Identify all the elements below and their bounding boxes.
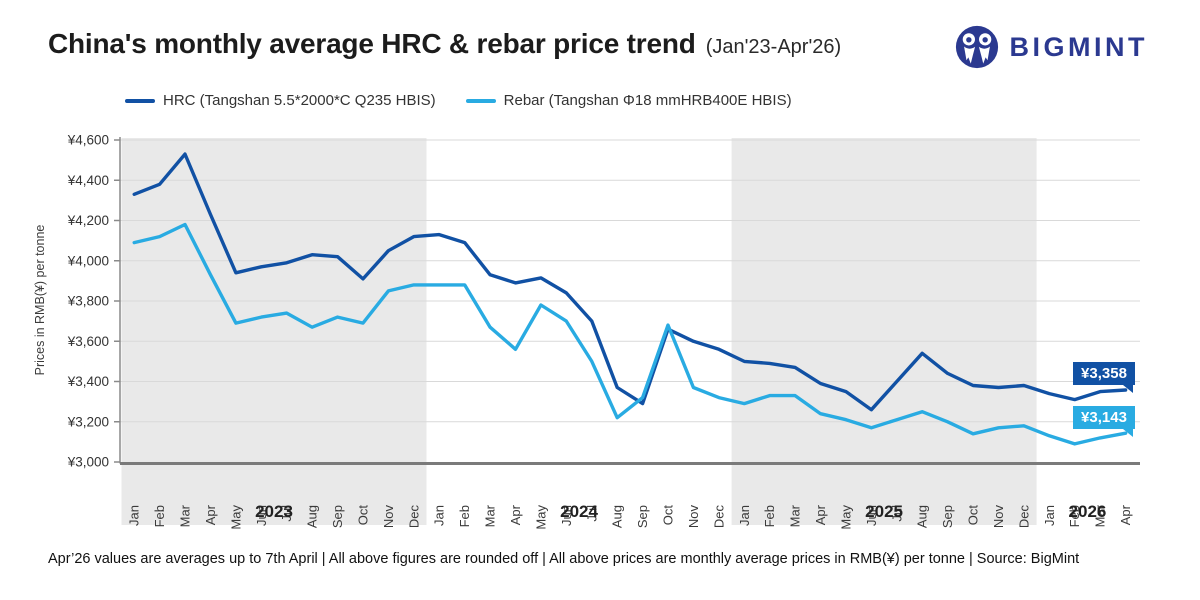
x-tick-label: Jan	[127, 505, 142, 526]
bigmint-logo-text: BIGMINT	[1009, 31, 1148, 62]
x-tick-label: Feb	[457, 505, 472, 527]
x-tick-label: Jan	[1042, 505, 1057, 526]
x-tick-label: Feb	[152, 505, 167, 527]
x-tick-label: Mar	[788, 504, 803, 527]
x-tick-label: Jun	[254, 505, 269, 526]
chart-subtitle: (Jan'23-Apr'26)	[705, 36, 842, 58]
x-tick-label: Oct	[355, 505, 370, 526]
x-tick-label: Jan	[432, 505, 447, 526]
y-tick-label: ¥3,200	[67, 414, 109, 429]
x-tick-label: May	[533, 505, 548, 530]
chart-title: China's monthly average HRC & rebar pric…	[48, 28, 696, 59]
x-tick-label: Aug	[610, 505, 625, 528]
hrc-legend-label: HRC (Tangshan 5.5*2000*C Q235 HBIS)	[163, 92, 436, 109]
rebar-series-line	[132, 222, 1128, 446]
x-tick-label: May	[838, 505, 853, 530]
year-label-2024: 2024	[560, 502, 598, 521]
x-tick-label: Feb	[1067, 505, 1082, 527]
rebar-legend-label: Rebar (Tangshan Φ18 mmHRB400E HBIS)	[503, 92, 792, 109]
year-band-2025	[731, 138, 1037, 525]
bigmint-logo-icon	[955, 25, 998, 69]
x-tick-label: Aug	[305, 505, 320, 528]
legend-item-hrc: HRC (Tangshan 5.5*2000*C Q235 HBIS)	[125, 92, 436, 109]
x-tick-label: Sep	[940, 505, 955, 528]
x-tick-label: Jun	[864, 505, 879, 526]
rebar-end-value-label: ¥3,143	[1073, 406, 1135, 437]
x-tick-label: Jul	[584, 505, 599, 522]
x-tick-label: Apr	[1118, 504, 1133, 525]
y-tick-label: ¥4,000	[67, 253, 109, 268]
legend-item-rebar: Rebar (Tangshan Φ18 mmHRB400E HBIS)	[465, 92, 792, 109]
x-tick-label: Mar	[483, 504, 498, 527]
y-tick-label: ¥3,400	[67, 374, 109, 389]
x-tick-label: Apr	[203, 504, 218, 525]
x-tick-label: Sep	[330, 505, 345, 528]
year-band-2023	[121, 138, 427, 525]
y-tick-label: ¥4,200	[67, 213, 109, 228]
rebar-line-swatch	[465, 98, 496, 103]
y-tick-label: ¥3,800	[67, 294, 109, 309]
y-tick-label: ¥3,000	[67, 455, 109, 470]
x-tick-label: Jul	[279, 505, 294, 522]
x-tick-label: Dec	[406, 505, 421, 529]
hrc-end-value-label: ¥3,358	[1073, 362, 1135, 393]
x-tick-label: Oct	[661, 505, 676, 526]
y-tick-label: ¥4,600	[67, 133, 109, 148]
x-tick-label: Jun	[559, 505, 574, 526]
x-tick-label: Nov	[686, 505, 701, 529]
year-label-2026: 2026	[1069, 502, 1107, 521]
chart-legend: HRC (Tangshan 5.5*2000*C Q235 HBIS) Reba…	[125, 92, 792, 109]
year-label-2025: 2025	[865, 502, 903, 521]
x-tick-label: Aug	[915, 505, 930, 528]
x-tick-label: Mar	[1093, 504, 1108, 527]
x-tick-label: Mar	[178, 504, 193, 527]
x-tick-label: Nov	[991, 505, 1006, 529]
y-tick-label: ¥3,600	[67, 334, 109, 349]
y-tick-label: ¥4,400	[67, 173, 109, 188]
x-tick-label: Dec	[711, 505, 726, 529]
bigmint-logo: BIGMINT	[954, 24, 1149, 70]
x-tick-label: Feb	[762, 505, 777, 527]
hrc-series-line	[132, 152, 1128, 412]
footnote: Apr’26 values are averages up to 7th Apr…	[48, 551, 1080, 567]
x-tick-label: May	[228, 505, 243, 530]
x-tick-label: Oct	[966, 505, 981, 526]
page-title: China's monthly average HRC & rebar pric…	[48, 28, 841, 60]
x-tick-label: Jan	[737, 505, 752, 526]
x-tick-label: Jul	[889, 505, 904, 522]
x-tick-label: Apr	[508, 504, 523, 525]
x-tick-label: Apr	[813, 504, 828, 525]
x-tick-label: Dec	[1016, 505, 1031, 529]
x-tick-label: Nov	[381, 505, 396, 529]
year-label-2023: 2023	[255, 502, 293, 521]
hrc-line-swatch	[125, 98, 155, 103]
x-tick-label: Sep	[635, 505, 650, 528]
